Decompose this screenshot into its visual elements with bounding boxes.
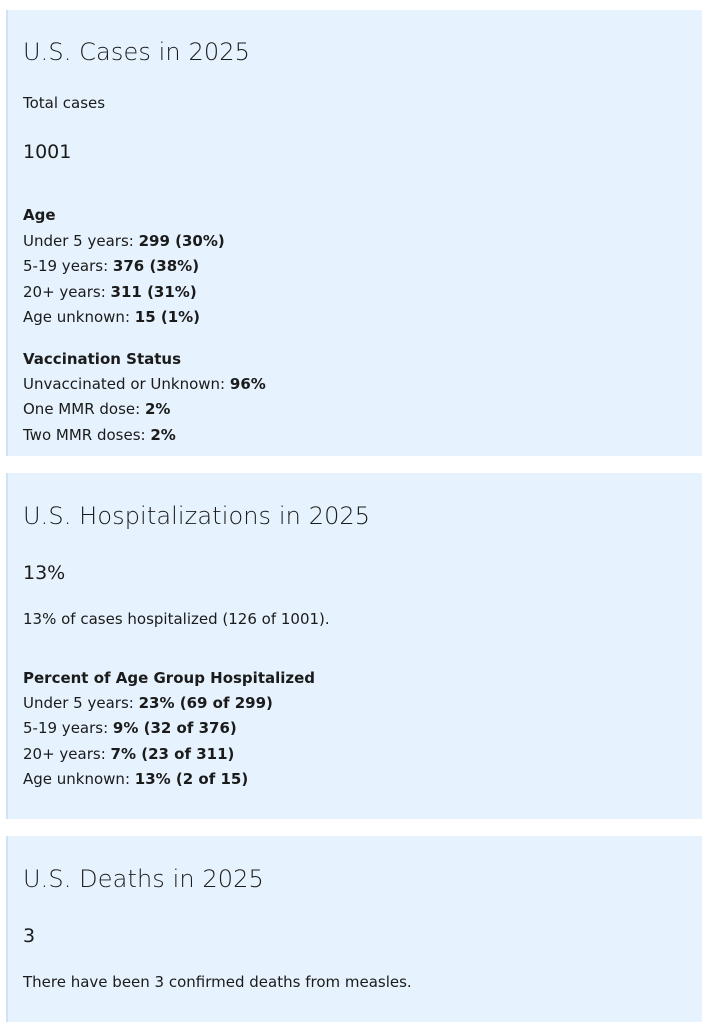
stat-value: 96%: [229, 375, 266, 393]
age-heading: Age: [23, 206, 56, 224]
list-item: Unvaccinated or Unknown: 96%: [23, 372, 266, 397]
stat-value: 299 (30%): [138, 232, 225, 250]
stat-value: 2%: [150, 425, 176, 444]
list-item: One MMR dose: 2%: [23, 397, 266, 422]
list-item: Age unknown: 15 (1%): [23, 305, 225, 330]
cases-title: U.S. Cases in 2025: [23, 38, 250, 66]
total-cases-label: Total cases: [23, 94, 106, 112]
list-item: 20+ years: 7% (23 of 311): [23, 742, 273, 767]
list-item: Age unknown: 13% (2 of 15): [23, 767, 273, 792]
stat-label: 5-19 years:: [23, 719, 113, 738]
stat-value: 311 (31%): [110, 282, 197, 301]
stat-value: 7% (23 of 311): [110, 744, 235, 763]
age-group-hospitalized-list: Under 5 years: 23% (69 of 299) 5-19 year…: [23, 691, 273, 793]
vaccination-list: Unvaccinated or Unknown: 96% One MMR dos…: [23, 372, 266, 448]
stat-label: Under 5 years:: [23, 694, 139, 712]
deaths-title: U.S. Deaths in 2025: [23, 865, 264, 893]
stat-label: Unvaccinated or Unknown:: [23, 375, 230, 393]
stat-value: 376 (38%): [112, 257, 200, 276]
hospitalizations-title: U.S. Hospitalizations in 2025: [23, 502, 371, 530]
hospitalizations-card: U.S. Hospitalizations in 2025 13% 13% of…: [6, 473, 702, 819]
stat-value: 15 (1%): [134, 308, 201, 327]
hospitalized-percent: 13%: [23, 562, 66, 584]
list-item: 5-19 years: 376 (38%): [23, 254, 225, 279]
stat-value: 13% (2 of 15): [134, 770, 249, 789]
total-cases-value: 1001: [23, 141, 72, 163]
age-group-hospitalized-heading: Percent of Age Group Hospitalized: [23, 669, 316, 687]
list-item: Under 5 years: 299 (30%): [23, 229, 225, 254]
hospitalized-summary: 13% of cases hospitalized (126 of 1001).: [23, 610, 330, 628]
cases-card: U.S. Cases in 2025 Total cases 1001 Age …: [6, 10, 702, 456]
stat-label: Under 5 years:: [23, 232, 139, 250]
stat-label: 20+ years:: [23, 744, 111, 763]
list-item: 20+ years: 311 (31%): [23, 280, 225, 305]
list-item: Two MMR doses: 2%: [23, 423, 266, 448]
stat-label: One MMR dose:: [23, 400, 145, 419]
vaccination-heading: Vaccination Status: [23, 350, 182, 368]
stat-label: Two MMR doses:: [23, 425, 151, 444]
deaths-summary: There have been 3 confirmed deaths from …: [23, 973, 412, 991]
deaths-count: 3: [23, 925, 36, 947]
stat-value: 2%: [144, 400, 171, 419]
deaths-card: U.S. Deaths in 2025 3 There have been 3 …: [6, 836, 702, 1022]
stat-label: 5-19 years:: [23, 257, 113, 276]
age-list: Under 5 years: 299 (30%) 5-19 years: 376…: [23, 229, 225, 331]
stat-label: Age unknown:: [23, 308, 135, 327]
stat-label: Age unknown:: [23, 770, 135, 789]
stat-value: 23% (69 of 299): [138, 694, 273, 712]
stat-label: 20+ years:: [23, 282, 111, 301]
stat-value: 9% (32 of 376): [112, 719, 237, 738]
list-item: 5-19 years: 9% (32 of 376): [23, 716, 273, 741]
list-item: Under 5 years: 23% (69 of 299): [23, 691, 273, 716]
